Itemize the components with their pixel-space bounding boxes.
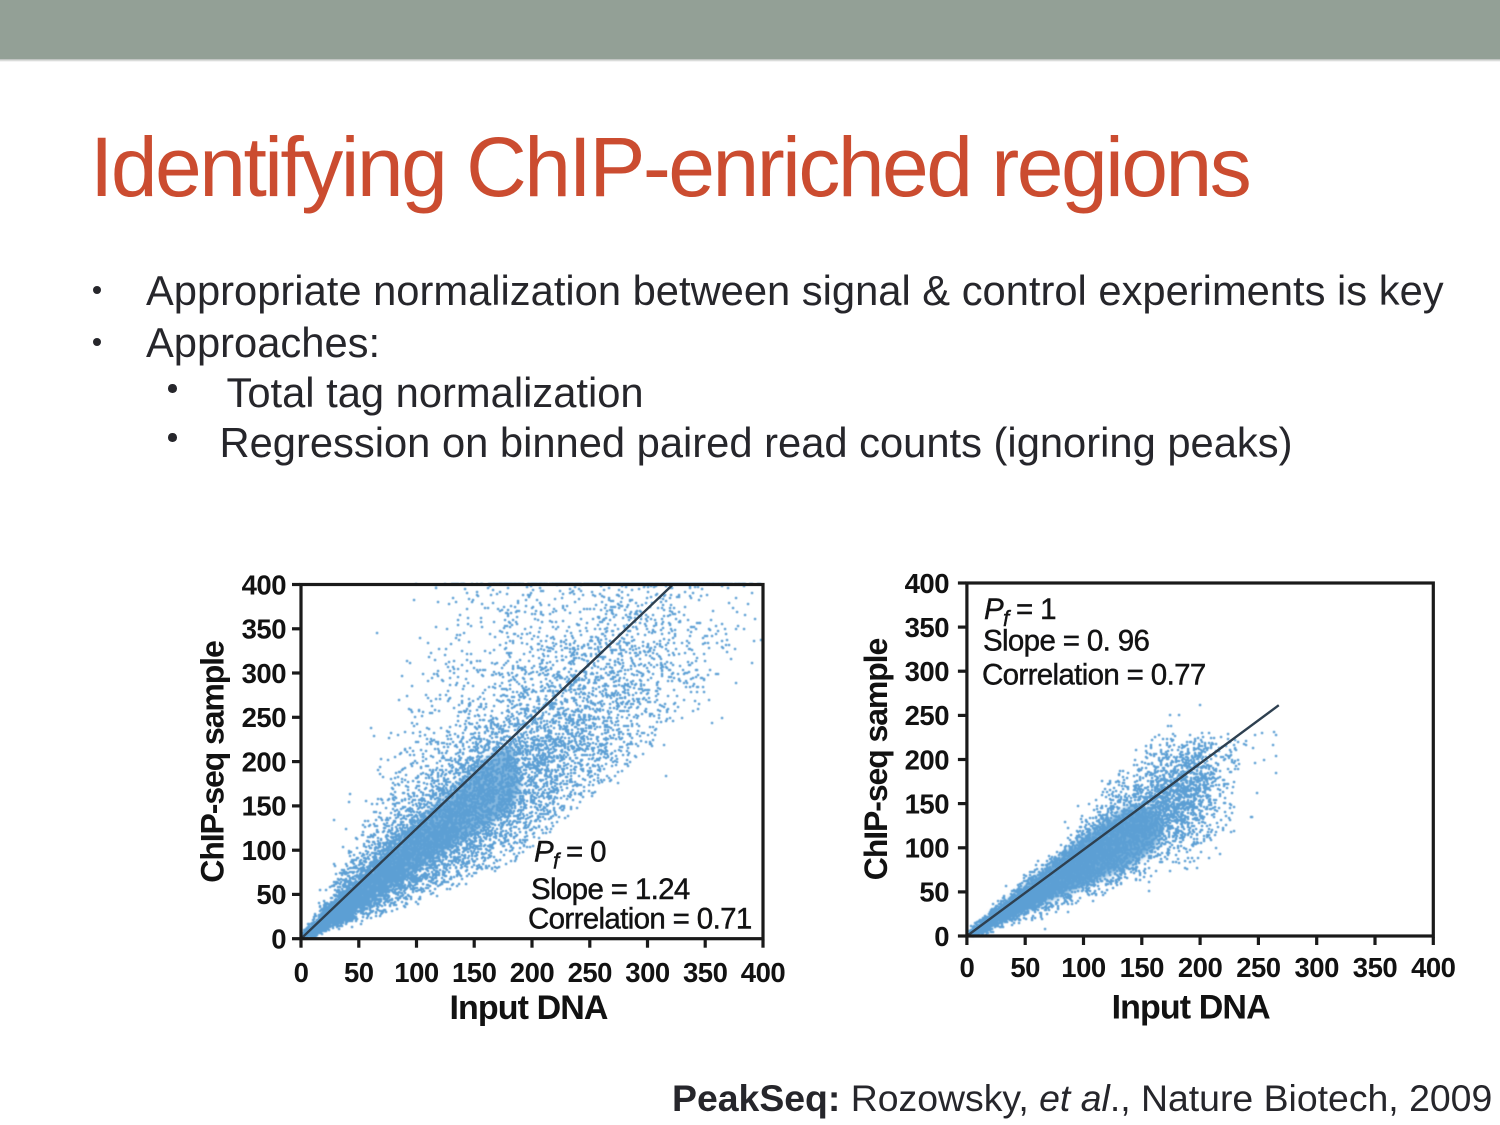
svg-text:Input DNA: Input DNA (449, 989, 607, 1027)
svg-text:50: 50 (256, 879, 286, 910)
svg-text:Correlation = 0.71: Correlation = 0.71 (528, 902, 752, 935)
svg-text:300: 300 (625, 957, 670, 988)
svg-text:200: 200 (510, 957, 555, 988)
svg-text:Correlation = 0.77: Correlation = 0.77 (982, 659, 1206, 692)
svg-text:350: 350 (1353, 952, 1398, 983)
svg-text:300: 300 (242, 658, 287, 689)
svg-text:ChIP-seq sample: ChIP-seq sample (195, 641, 231, 883)
svg-text:Pf = 1: Pf = 1 (984, 593, 1056, 631)
svg-text:150: 150 (242, 791, 287, 822)
svg-text:200: 200 (905, 744, 950, 775)
svg-text:250: 250 (242, 702, 287, 733)
svg-text:400: 400 (905, 568, 950, 599)
svg-text:100: 100 (1061, 952, 1106, 983)
svg-text:50: 50 (1010, 952, 1040, 983)
svg-text:100: 100 (905, 833, 950, 864)
svg-text:400: 400 (741, 957, 786, 988)
svg-text:100: 100 (394, 957, 439, 988)
svg-text:400: 400 (1411, 952, 1456, 983)
svg-text:300: 300 (905, 656, 950, 687)
svg-text:400: 400 (242, 569, 287, 600)
svg-text:150: 150 (905, 788, 950, 819)
svg-text:250: 250 (568, 957, 613, 988)
svg-text:200: 200 (242, 746, 287, 777)
svg-text:250: 250 (905, 700, 950, 731)
svg-text:Slope = 1.24: Slope = 1.24 (531, 873, 690, 906)
svg-text:200: 200 (1178, 952, 1223, 983)
svg-text:Input DNA: Input DNA (1112, 989, 1270, 1027)
svg-text:Slope = 0. 96: Slope = 0. 96 (983, 624, 1149, 657)
svg-text:50: 50 (919, 877, 949, 908)
svg-text:0: 0 (960, 952, 975, 983)
svg-text:0: 0 (271, 924, 286, 955)
svg-text:350: 350 (242, 614, 287, 645)
svg-text:0: 0 (294, 957, 309, 988)
svg-text:150: 150 (1120, 952, 1165, 983)
svg-text:100: 100 (242, 835, 287, 866)
svg-text:300: 300 (1295, 952, 1340, 983)
svg-text:Pf = 0: Pf = 0 (534, 836, 606, 874)
svg-text:50: 50 (344, 957, 374, 988)
svg-text:ChIP-seq sample: ChIP-seq sample (858, 639, 894, 881)
svg-text:350: 350 (683, 957, 728, 988)
svg-text:350: 350 (905, 612, 950, 643)
svg-text:150: 150 (452, 957, 497, 988)
svg-text:0: 0 (934, 921, 949, 952)
svg-text:250: 250 (1236, 952, 1281, 983)
